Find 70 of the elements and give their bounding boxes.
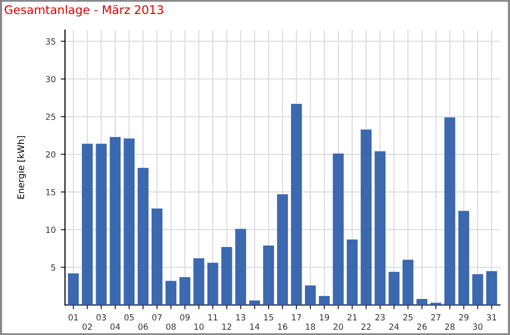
- x-tick-label: 02: [82, 324, 92, 330]
- bar: [207, 262, 218, 305]
- bar: [402, 260, 414, 305]
- x-tick-label: 20: [334, 324, 344, 330]
- x-tick-label: 07: [152, 314, 162, 320]
- bar: [318, 296, 330, 305]
- y-tick-label: 25: [46, 114, 56, 120]
- bar: [152, 208, 162, 305]
- bar: [374, 151, 386, 305]
- bar: [458, 210, 470, 305]
- bar: [472, 274, 484, 305]
- x-tick-label: 21: [348, 314, 357, 320]
- bar: [96, 144, 107, 305]
- x-tick-label: 04: [110, 324, 120, 330]
- y-tick-label: 15: [46, 189, 56, 196]
- bar: [68, 273, 79, 305]
- x-tick-label: 25: [403, 314, 413, 320]
- bar: [166, 280, 176, 305]
- bar: [486, 271, 498, 305]
- bar: [444, 117, 456, 305]
- y-tick-label: 20: [46, 151, 56, 158]
- x-tick-label: 03: [96, 314, 106, 320]
- bar: [110, 136, 121, 305]
- y-tick-label: 35: [46, 38, 56, 45]
- x-tick-label: 13: [236, 314, 246, 320]
- bar: [249, 300, 260, 305]
- bar: [124, 138, 135, 305]
- x-tick-label: 06: [138, 324, 148, 330]
- bar: [193, 258, 204, 305]
- x-tick-label: 16: [278, 324, 288, 330]
- bar: [332, 154, 344, 305]
- bar: [304, 285, 316, 305]
- x-tick-label: 26: [417, 324, 427, 330]
- x-tick-label: 19: [320, 314, 330, 320]
- bar: [346, 239, 358, 305]
- chart-title: Gesamtanlage - März 2013: [4, 5, 164, 16]
- x-tick-label: 27: [431, 314, 440, 320]
- bar: [416, 298, 428, 305]
- y-tick-label: 10: [46, 226, 56, 233]
- x-tick-label: 24: [389, 324, 399, 330]
- x-tick-label: 09: [180, 314, 190, 320]
- x-tick-label: 10: [194, 324, 204, 330]
- x-tick-label: 05: [124, 314, 134, 320]
- bar: [388, 272, 400, 305]
- x-tick-label: 08: [166, 324, 176, 330]
- bar: [221, 246, 232, 305]
- x-tick-label: 01: [68, 314, 78, 320]
- x-tick-label: 31: [486, 314, 496, 320]
- x-tick-label: 14: [250, 324, 260, 330]
- x-tick-label: 11: [208, 314, 218, 320]
- x-tick-label: 22: [361, 324, 371, 330]
- x-tick-label: 17: [292, 314, 302, 320]
- x-tick-label: 15: [264, 314, 274, 320]
- x-tick-label: 29: [459, 314, 468, 320]
- bar: [277, 194, 288, 305]
- x-tick-label: 12: [222, 324, 232, 330]
- bar: [263, 245, 274, 305]
- bar: [235, 228, 246, 305]
- x-tick-label: 30: [473, 324, 482, 330]
- bar: [291, 104, 302, 305]
- x-tick-label: 18: [306, 324, 316, 330]
- bar: [138, 168, 149, 305]
- bar: [179, 277, 190, 305]
- y-tick-label: 30: [46, 76, 56, 82]
- x-tick-label: 28: [445, 324, 455, 330]
- y-axis-title: Energie [kWh]: [17, 136, 26, 199]
- x-tick-label: 23: [375, 314, 385, 320]
- y-tick-label: 5: [51, 264, 56, 271]
- bar: [360, 129, 372, 305]
- bar: [82, 144, 93, 305]
